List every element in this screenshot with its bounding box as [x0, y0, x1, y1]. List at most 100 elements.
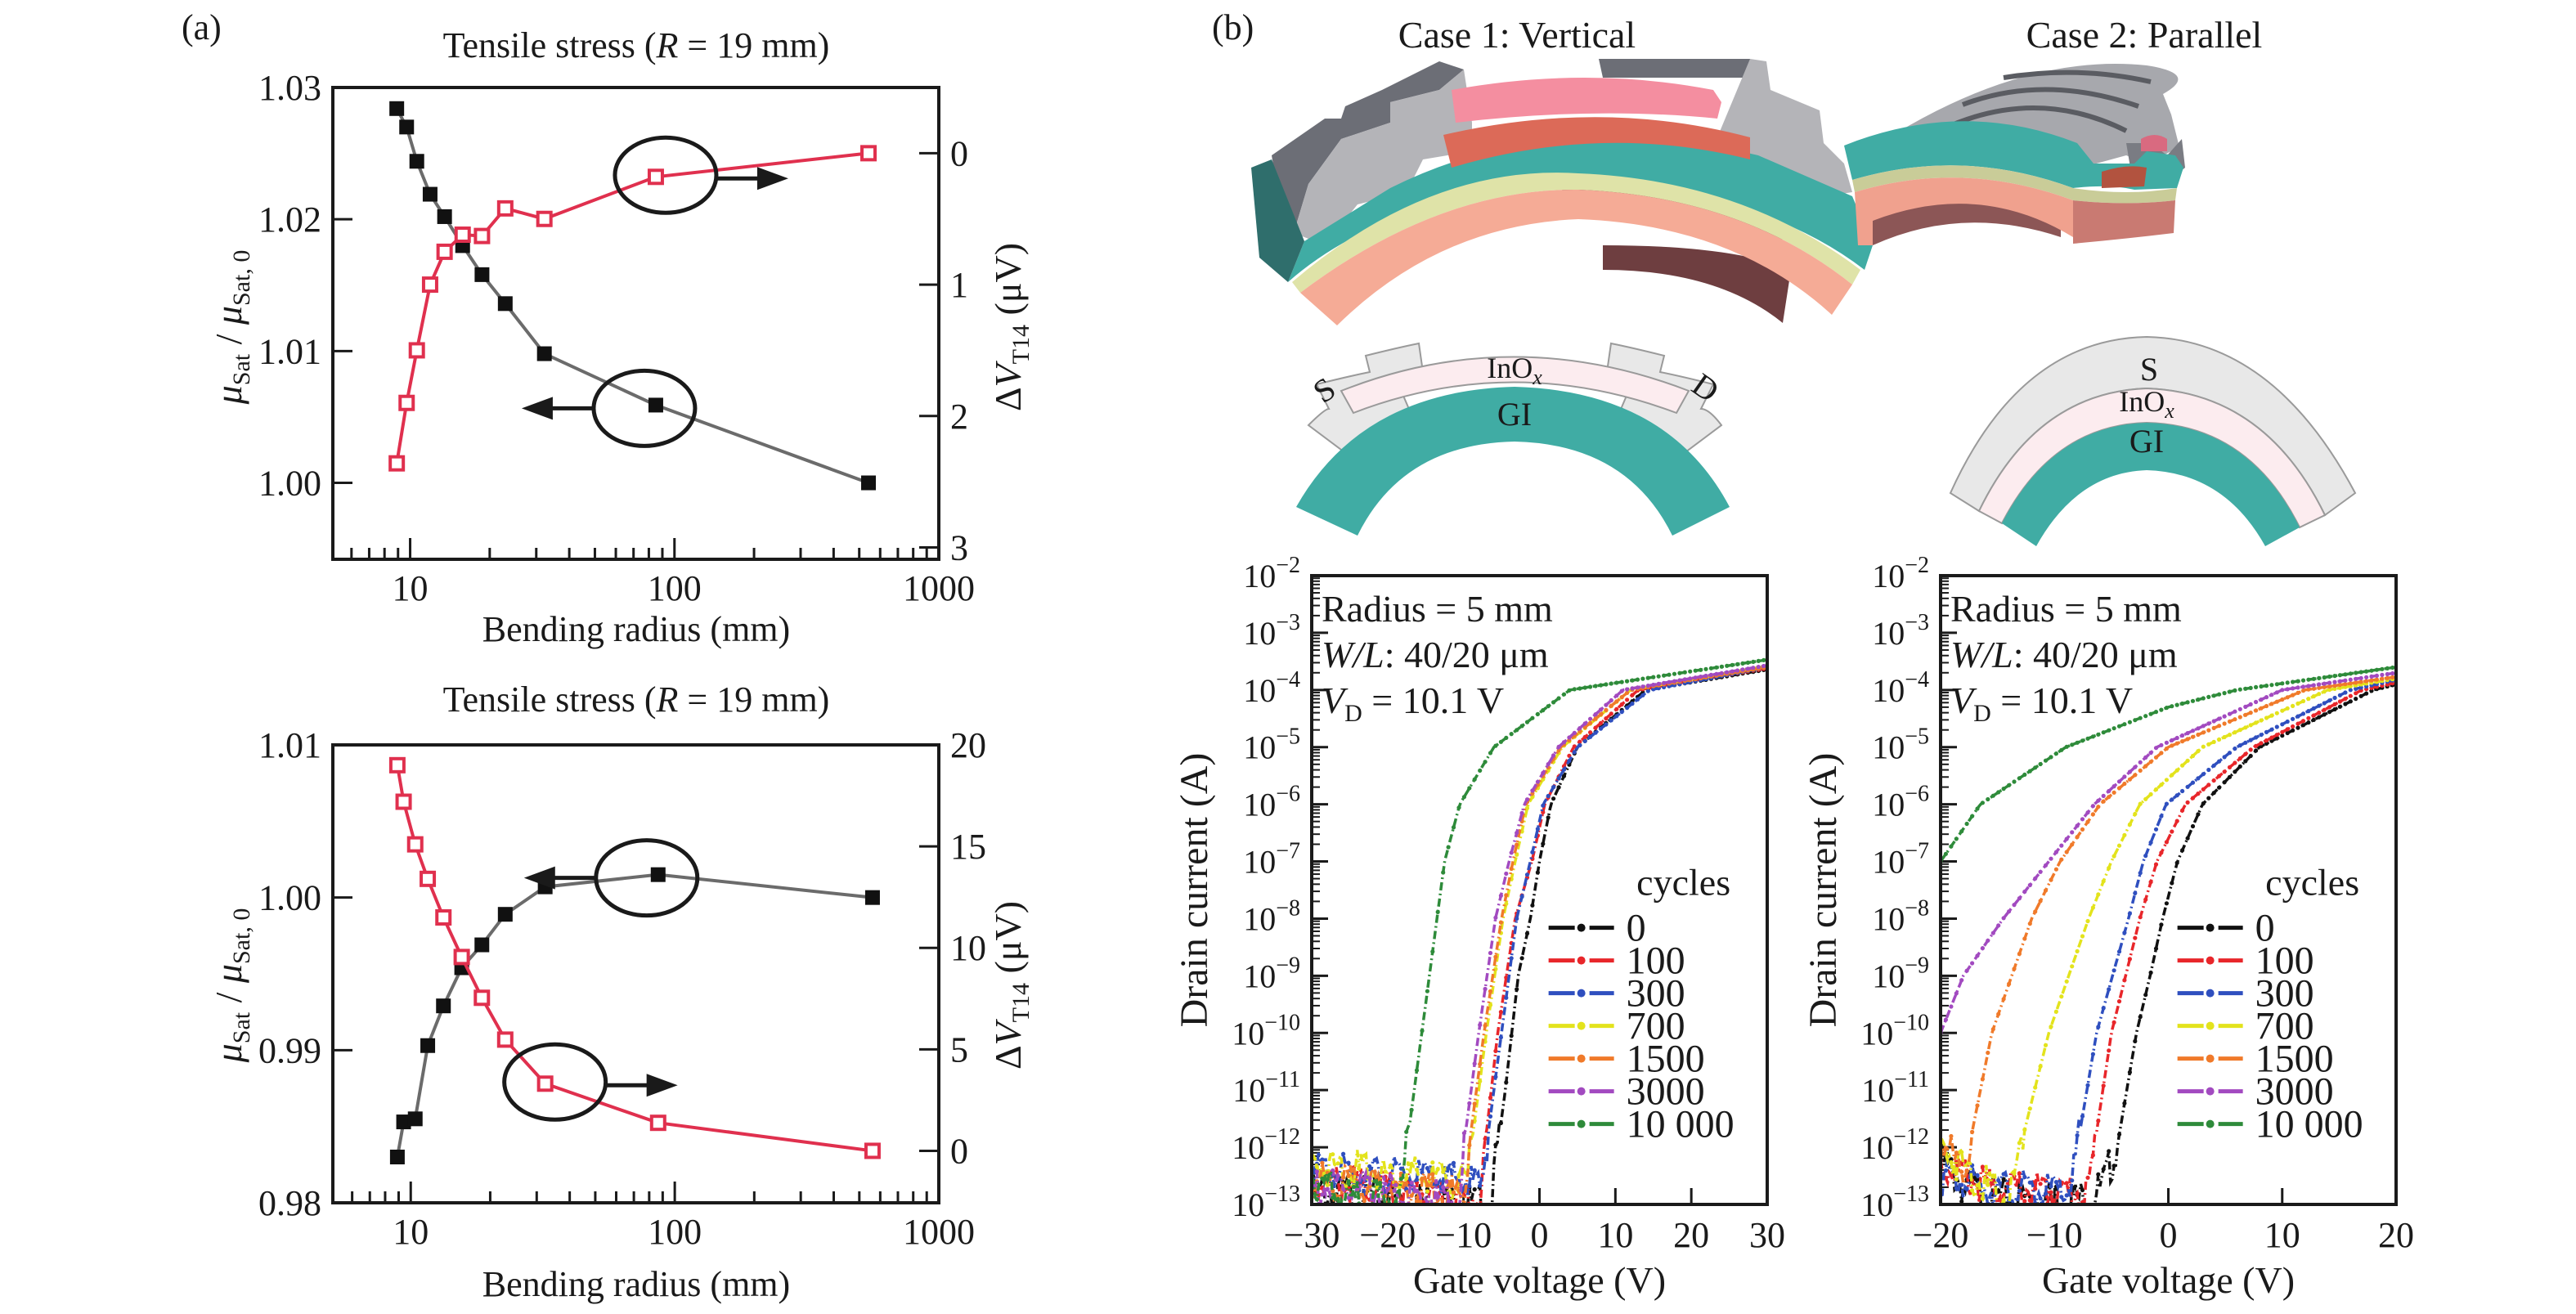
- curve-point: [2222, 769, 2227, 774]
- arrow-right-icon: [646, 1074, 678, 1097]
- curve-point: [1688, 669, 1693, 674]
- y-tick-base: 10: [1243, 672, 1276, 709]
- curve-point: [2390, 675, 2395, 680]
- curve-point: [1981, 1209, 1985, 1213]
- curve-point: [2027, 1180, 2032, 1185]
- curve-point: [1588, 730, 1593, 735]
- curve-point: [2358, 685, 2363, 690]
- curve-point: [1735, 668, 1740, 673]
- curve-point: [2300, 684, 2306, 689]
- curve-point: [2206, 721, 2211, 726]
- curve-point: [2358, 670, 2363, 675]
- curve-point: [1472, 1101, 1477, 1106]
- curve-point: [2227, 733, 2233, 738]
- curve-point: [2322, 707, 2327, 712]
- curve-point: [1530, 795, 1535, 800]
- curve-point: [2122, 781, 2127, 787]
- curve-point: [2085, 1175, 2090, 1180]
- y-tick-exponent: −3: [1276, 610, 1300, 635]
- curve-point: [1625, 679, 1630, 684]
- curve-point: [2153, 787, 2159, 792]
- curve-point: [1954, 991, 1959, 996]
- curve-point: [1335, 1161, 1340, 1166]
- y-tick-base: 10: [1243, 844, 1276, 881]
- curve-point: [2101, 1006, 2106, 1011]
- legend-label: 10 000: [1627, 1103, 1735, 1146]
- curve-point: [2022, 1174, 2027, 1180]
- y-left-tick-label: 0.99: [258, 1030, 321, 1070]
- case2-device-3d: [1844, 64, 2185, 245]
- curve-point: [2043, 1191, 2049, 1196]
- curve-point: [2080, 827, 2085, 832]
- curve-point: [2269, 738, 2274, 743]
- data-point-voltage-shift: [420, 870, 437, 887]
- curve-point: [2217, 785, 2222, 790]
- curve-point: [1357, 1166, 1362, 1171]
- y-tick-exponent: −3: [1905, 610, 1929, 635]
- substrate-underside: [1603, 245, 1791, 323]
- curve-point: [1970, 1188, 1975, 1193]
- curve-point: [2390, 665, 2395, 670]
- curve-point: [2049, 877, 2053, 882]
- curve-point: [1456, 1209, 1461, 1213]
- curve-point: [2059, 994, 2064, 999]
- curve-point: [2364, 675, 2369, 679]
- curve-point: [2206, 783, 2211, 787]
- curve-point: [1524, 872, 1530, 877]
- x-tick-label: −20: [1913, 1215, 1969, 1255]
- curve-point: [2227, 751, 2233, 756]
- curve-point: [2012, 903, 2017, 908]
- x-tick-label: 1000: [903, 1212, 975, 1252]
- curve-point: [2264, 703, 2269, 709]
- curve-point: [1467, 1184, 1472, 1189]
- curve-point: [2064, 1193, 2069, 1198]
- curve-point: [2133, 718, 2138, 723]
- curve-point: [2012, 1208, 2016, 1212]
- curve-point: [2127, 822, 2132, 827]
- data-point-voltage-shift: [536, 1075, 554, 1092]
- curve-point: [2385, 666, 2390, 671]
- legend-marker-icon: [2206, 1087, 2215, 1096]
- y-tick-exponent: −13: [1893, 1182, 1929, 1207]
- curve-point: [1556, 776, 1561, 781]
- case2-cross-section: S InOx GI: [1949, 335, 2357, 546]
- curve-point: [1498, 1120, 1503, 1126]
- curve-point: [2007, 1209, 2011, 1213]
- y-tick-base: 10: [1872, 844, 1905, 881]
- curve-point: [1551, 785, 1556, 790]
- curve-point: [1478, 768, 1483, 774]
- curve-point: [1488, 950, 1493, 956]
- curve-point: [2343, 672, 2348, 677]
- curve-point: [2222, 691, 2227, 696]
- curve-point: [2332, 679, 2337, 684]
- curve-point: [2285, 695, 2290, 700]
- curve-point: [1351, 1185, 1356, 1190]
- curve-point: [2222, 734, 2227, 740]
- curve-point: [2116, 779, 2122, 784]
- curve-point: [1556, 744, 1561, 750]
- curve-point: [2348, 677, 2353, 682]
- curve-point: [2269, 683, 2274, 688]
- curve-point: [1959, 1182, 1964, 1187]
- y-tick-exponent: −4: [1276, 667, 1300, 693]
- curve-point: [2138, 801, 2143, 806]
- curve-point: [1604, 702, 1609, 707]
- curve-point: [2107, 987, 2112, 992]
- curve-point: [2201, 724, 2206, 729]
- curve-point: [1393, 1182, 1398, 1187]
- curve-point: [1656, 674, 1661, 679]
- curve-point: [2174, 793, 2179, 798]
- curve-point: [2138, 915, 2143, 920]
- insulator-section: [1296, 387, 1730, 536]
- y-tick-base: 10: [1243, 729, 1276, 766]
- curve-point: [2180, 808, 2185, 813]
- curve-point: [2217, 737, 2222, 742]
- curve-point: [2354, 676, 2358, 681]
- curve-point: [1551, 796, 1556, 801]
- curve-point: [2296, 685, 2300, 690]
- curve-point: [2296, 725, 2300, 730]
- curve-point: [2148, 840, 2153, 845]
- curve-point: [2001, 997, 2006, 1002]
- curve-point: [2107, 1149, 2112, 1154]
- info-radius: Radius = 5 mm: [1950, 588, 2182, 630]
